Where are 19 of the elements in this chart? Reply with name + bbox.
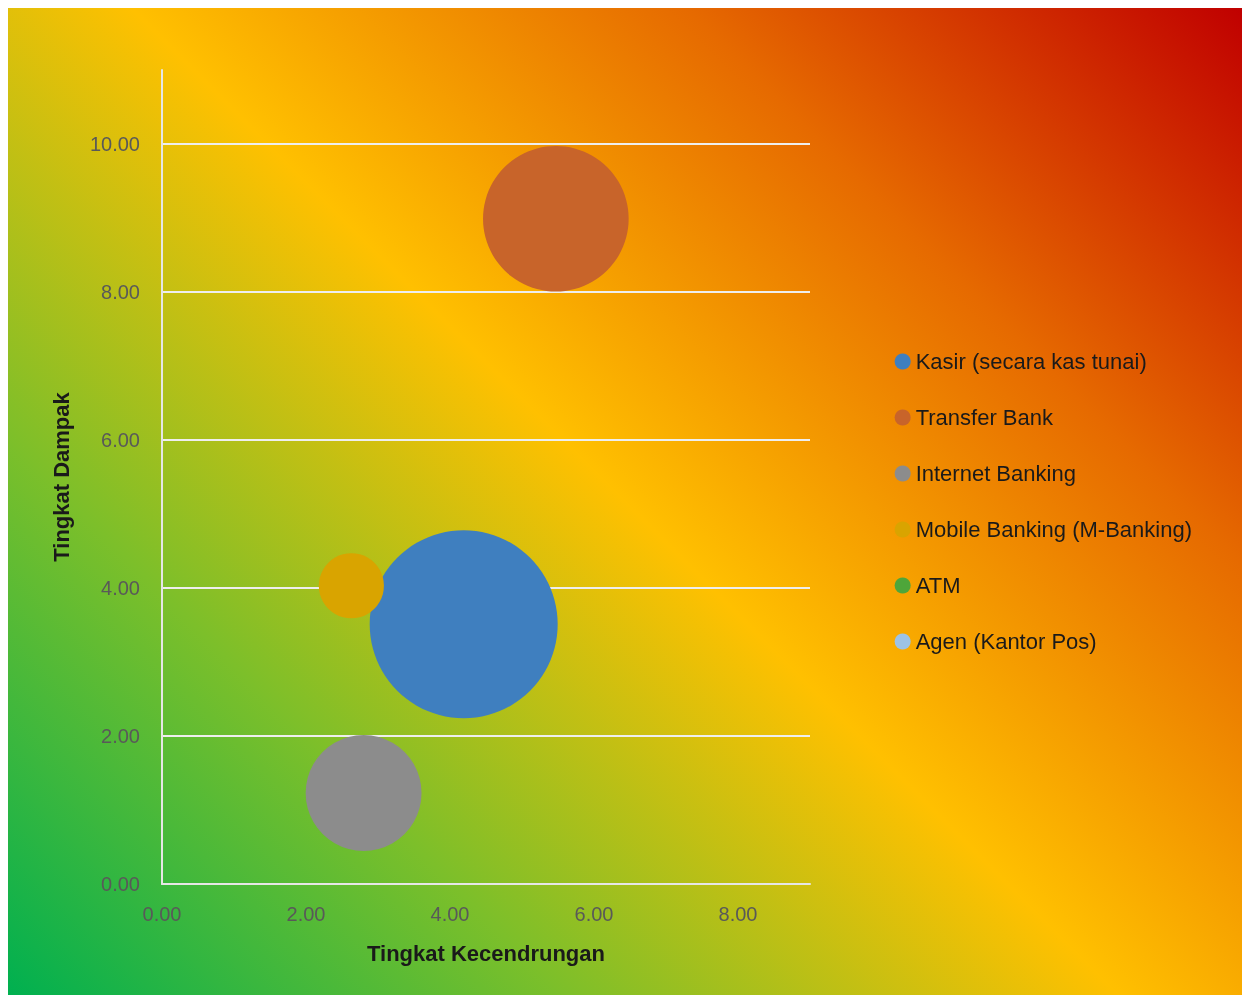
y-tick-label: 6.00	[101, 429, 140, 451]
y-tick-label: 4.00	[101, 577, 140, 599]
y-tick-label: 0.00	[101, 873, 140, 895]
legend-label: Transfer Bank	[915, 405, 1055, 430]
x-tick-label: 8.00	[718, 903, 758, 925]
y-tick-label: 2.00	[101, 725, 140, 747]
y-tick-label: 10.00	[89, 133, 140, 155]
legend-label: Agen (Kantor Pos)	[915, 629, 1097, 654]
legend-label: Internet Banking	[915, 461, 1076, 486]
x-tick-label: 6.00	[574, 903, 614, 925]
x-tick-label: 2.00	[286, 903, 326, 925]
y-axis-title: Tingkat Dampak	[48, 391, 74, 562]
y-tick-label: 8.00	[101, 281, 140, 303]
x-tick-label: 4.00	[430, 903, 470, 925]
x-axis-title: Tingkat Kecendrungan	[367, 940, 605, 966]
legend-label: Kasir (secara kas tunai)	[915, 349, 1147, 374]
legend-label: ATM	[915, 573, 961, 598]
legend-label: Mobile Banking (M-Banking)	[915, 517, 1192, 542]
x-tick-label: 0.00	[142, 903, 182, 925]
